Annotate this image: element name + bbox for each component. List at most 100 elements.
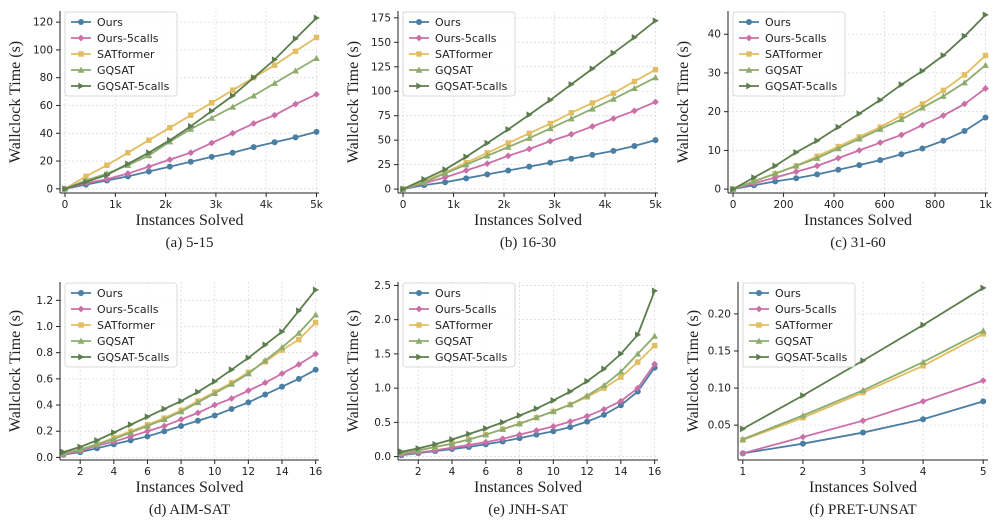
data-point-satformer xyxy=(589,100,596,106)
y-axis-label: Wallclock Time (s) xyxy=(345,310,362,432)
legend-entry: Ours-5calls xyxy=(775,303,837,316)
data-point-satformer xyxy=(296,336,302,343)
data-point-ours-5calls xyxy=(499,435,507,443)
data-point-gqsat-5calls xyxy=(635,331,642,339)
data-point-gqsat-5calls xyxy=(209,107,216,115)
data-point-gqsat-5calls xyxy=(898,81,905,88)
data-point-gqsat xyxy=(898,116,905,123)
legend-swatch-marker xyxy=(755,305,763,313)
data-point-gqsat xyxy=(127,429,135,436)
data-point-gqsat xyxy=(229,103,237,110)
data-point-gqsat-5calls xyxy=(652,17,659,25)
legend-swatch-marker xyxy=(78,290,84,296)
series-line-ours-5calls xyxy=(401,363,656,456)
data-point-ours-5calls xyxy=(634,384,642,392)
data-point-ours-5calls xyxy=(898,131,905,139)
data-point-ours xyxy=(211,412,218,419)
data-point-satformer xyxy=(505,140,511,146)
data-point-gqsat-5calls xyxy=(161,405,168,413)
panel-3: 0 200 400 600 800 1k 0 10 20 30 40 Instances Solved… xyxy=(675,11,993,251)
panel-caption: (a) 5-15 xyxy=(166,235,214,251)
data-point-gqsat-5calls xyxy=(499,418,507,426)
x-tick-label: 12 xyxy=(242,466,255,478)
data-point-ours xyxy=(814,171,821,178)
legend-entry: Ours xyxy=(435,16,461,29)
data-point-gqsat xyxy=(549,407,557,415)
data-point-ours-5calls xyxy=(465,441,473,449)
data-point-gqsat-5calls xyxy=(83,178,90,186)
data-point-ours-5calls xyxy=(271,111,278,119)
x-tick-label: 6 xyxy=(144,466,151,478)
data-point-ours-5calls xyxy=(208,139,216,147)
x-tick-label: 3k xyxy=(548,199,562,211)
data-point-ours xyxy=(547,159,554,166)
y-tick-label: 60 xyxy=(40,100,53,112)
data-point-ours-5calls xyxy=(610,115,617,123)
data-point-ours-5calls xyxy=(525,145,533,153)
data-point-satformer xyxy=(209,99,215,106)
data-point-ours xyxy=(526,163,533,170)
data-point-gqsat xyxy=(431,443,439,450)
y-tick-label: 100 xyxy=(33,44,53,56)
y-tick-label: 1.2 xyxy=(36,295,53,307)
x-tick-label: 4 xyxy=(920,466,927,478)
data-point-ours xyxy=(442,179,449,186)
data-point-ours-5calls xyxy=(876,139,884,147)
data-point-gqsat-5calls xyxy=(250,74,258,82)
data-point-gqsat-5calls xyxy=(740,425,747,433)
data-point-satformer xyxy=(167,124,173,131)
data-point-satformer xyxy=(312,319,319,326)
data-point-ours-5calls xyxy=(160,422,168,430)
data-point-gqsat xyxy=(145,152,153,159)
data-point-ours-5calls xyxy=(244,387,252,395)
data-point-gqsat xyxy=(834,145,842,152)
x-tick-label: 16 xyxy=(648,466,662,478)
legend-box xyxy=(742,282,856,368)
data-point-ours-5calls xyxy=(813,162,821,170)
panel-caption: (e) JNH-SAT xyxy=(488,502,568,518)
data-point-satformer xyxy=(940,87,947,94)
legend-entry: Ours xyxy=(97,16,123,29)
legend-entry: Ours-5calls xyxy=(765,32,827,45)
legend-swatch-marker xyxy=(416,353,423,361)
data-point-gqsat-5calls xyxy=(567,388,574,395)
x-tick-label: 4k xyxy=(599,199,613,211)
y-tick-label: 30 xyxy=(708,67,721,79)
data-point-ours-5calls xyxy=(124,170,132,177)
legend-swatch-marker xyxy=(415,337,423,344)
legend: Ours Ours-5calls SATformer GQSAT GQSAT-5call… xyxy=(732,11,846,97)
data-point-satformer xyxy=(313,34,320,41)
data-point-gqsat xyxy=(292,67,299,74)
x-tick-label: 200 xyxy=(774,199,794,211)
panel-caption: (c) 31-60 xyxy=(830,235,885,251)
data-point-ours xyxy=(161,428,168,435)
data-point-satformer xyxy=(652,66,659,73)
series-line-ours-5calls xyxy=(63,353,317,456)
legend-swatch-marker xyxy=(416,51,422,57)
data-point-satformer xyxy=(547,120,554,127)
data-point-ours xyxy=(793,175,800,182)
x-tick-label: 1k xyxy=(109,199,123,211)
x-tick-label: 2k xyxy=(159,199,173,211)
data-point-satformer xyxy=(919,101,926,107)
legend-entry: GQSAT xyxy=(765,64,803,77)
y-tick-label: 1.5 xyxy=(374,348,391,360)
data-point-ours-5calls xyxy=(482,438,490,446)
data-point-gqsat xyxy=(859,386,867,394)
legend-swatch-marker xyxy=(746,82,753,90)
data-point-ours xyxy=(292,134,299,141)
data-point-ours-5calls xyxy=(546,137,554,145)
legend-entry: GQSAT xyxy=(435,335,473,348)
data-point-ours xyxy=(144,433,151,440)
data-point-satformer xyxy=(271,62,278,68)
data-point-ours xyxy=(463,175,470,182)
legend-entry: SATformer xyxy=(765,48,823,61)
x-tick-label: 0 xyxy=(62,199,69,211)
legend: Ours Ours-5calls SATformer GQSAT GQSAT-5call… xyxy=(402,282,516,368)
data-point-satformer xyxy=(229,87,236,93)
legend-box xyxy=(402,11,516,97)
data-point-ours xyxy=(279,383,285,390)
x-tick-label: 5k xyxy=(310,199,324,211)
data-point-gqsat-5calls xyxy=(483,425,490,432)
data-point-gqsat xyxy=(533,414,540,421)
